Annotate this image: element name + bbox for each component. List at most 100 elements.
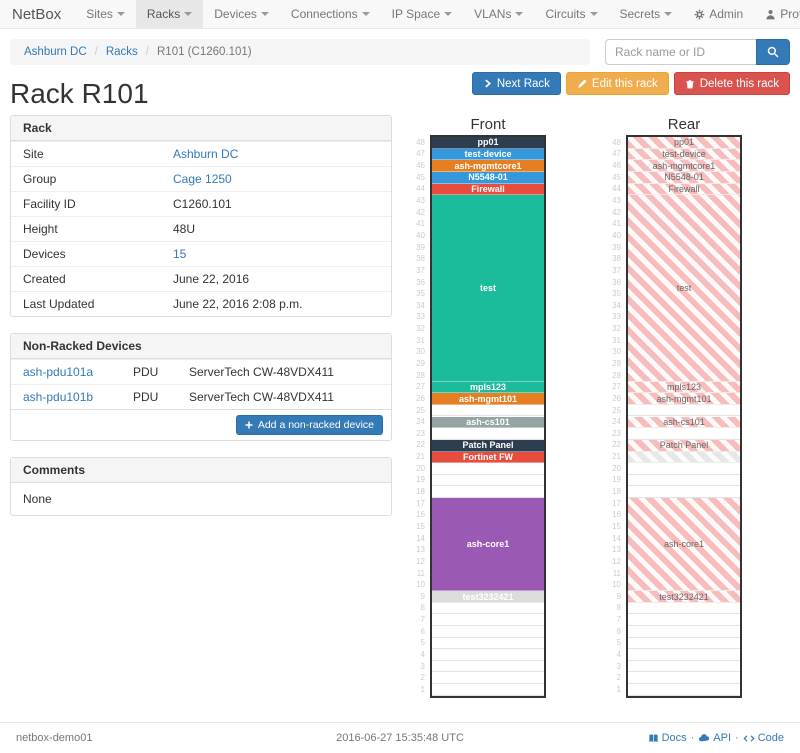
unit-number: 4 xyxy=(420,650,425,659)
non-racked-row: ash-pdu101a PDU ServerTech CW-48VDX411 xyxy=(11,359,391,384)
unit-number: 14 xyxy=(416,533,425,543)
action-buttons: Next Rack Edit this rack Delete this rac… xyxy=(471,72,790,95)
nav-sites[interactable]: Sites xyxy=(75,0,136,28)
unit-number: 38 xyxy=(416,254,425,264)
rack-front-device-firewall[interactable]: Firewall xyxy=(432,183,544,196)
rack-front-device-ash-mgmtcore1[interactable]: ash-mgmtcore1 xyxy=(432,160,544,172)
unit-number: 31 xyxy=(416,335,425,345)
unit-number: 48 xyxy=(612,137,621,147)
rack-front-device-test-device[interactable]: test-device xyxy=(432,148,544,161)
breadcrumb-site[interactable]: Ashburn DC xyxy=(24,46,87,58)
unit-number: 17 xyxy=(416,498,425,508)
next-rack-button[interactable]: Next Rack xyxy=(471,72,561,95)
rack-rear-device-ash-mgmtcore1[interactable]: ash-mgmtcore1 xyxy=(628,160,740,172)
rack-front-device-pp01[interactable]: pp01 xyxy=(432,137,544,149)
empty-rack-unit xyxy=(432,672,544,685)
code-icon xyxy=(743,733,755,744)
unit-number: 36 xyxy=(416,277,425,287)
nav-devices[interactable]: Devices xyxy=(203,0,280,28)
unit-number: 28 xyxy=(612,370,621,380)
rack-front-device-mpls123[interactable]: mpls123 xyxy=(432,381,544,394)
rack-front-device-patch-panel[interactable]: Patch Panel xyxy=(432,439,544,452)
unit-number: 4 xyxy=(616,650,621,659)
rack-rear-device-patch-panel[interactable]: Patch Panel xyxy=(628,439,740,452)
front-unit-numbers: 48 47 46 45 44 43 42 41 40 39 38 37 36 35 34 33 32 31 30 29… xyxy=(406,135,430,698)
api-link[interactable]: API xyxy=(698,732,731,744)
rack-front-device-n5548-01[interactable]: N5548-01 xyxy=(432,171,544,184)
unit-number: 45 xyxy=(612,172,621,182)
rack-rear-device-ash-core1[interactable]: ash-core1 xyxy=(628,498,740,592)
unit-number: 45 xyxy=(416,172,425,182)
navbar: NetBox Sites Racks Devices Connections I… xyxy=(0,0,800,29)
chevron-down-icon xyxy=(664,12,673,16)
pencil-icon xyxy=(577,79,587,89)
front-elevation-title: Front xyxy=(470,116,506,133)
empty-rack-unit xyxy=(628,684,740,696)
rack-search xyxy=(605,39,790,65)
docs-link[interactable]: Docs xyxy=(648,732,687,744)
unit-number: 33 xyxy=(612,312,621,322)
group-link[interactable]: Cage 1250 xyxy=(173,172,232,186)
rack-front-device-test3232421[interactable]: test3232421 xyxy=(432,591,544,603)
unit-number: 7 xyxy=(616,615,621,625)
rack-rear-device-test3232421[interactable]: test3232421 xyxy=(628,591,740,603)
rack-rear-device-test-device[interactable]: test-device xyxy=(628,148,740,161)
search-input[interactable] xyxy=(605,39,756,65)
unit-number: 11 xyxy=(612,568,621,578)
unit-number: 37 xyxy=(612,265,621,275)
unit-number: 47 xyxy=(612,149,621,159)
nav-secrets[interactable]: Secrets xyxy=(609,0,684,28)
rack-front-device-ash-mgmt101[interactable]: ash-mgmt101 xyxy=(432,393,544,405)
unit-number: 1 xyxy=(616,684,621,694)
rack-front-device-ash-core1[interactable]: ash-core1 xyxy=(432,498,544,592)
rack-rear-device-fortinet-fw[interactable] xyxy=(628,451,740,464)
plus-icon xyxy=(245,421,253,429)
devices-count-link[interactable]: 15 xyxy=(173,247,187,261)
nav-ip-space[interactable]: IP Space xyxy=(381,0,463,28)
unit-number: 25 xyxy=(612,405,621,415)
unit-number: 23 xyxy=(416,428,425,438)
add-non-racked-device-button[interactable]: Add a non-racked device xyxy=(235,415,383,435)
rack-rear-device-n5548-01[interactable]: N5548-01 xyxy=(628,171,740,184)
device-link[interactable]: ash-pdu101b xyxy=(23,390,94,404)
admin-link[interactable]: Admin xyxy=(683,0,754,28)
empty-rack-unit xyxy=(628,661,740,673)
rack-rear-device-ash-cs101[interactable]: ash-cs101 xyxy=(628,416,740,429)
nav-connections[interactable]: Connections xyxy=(280,0,381,28)
netbox-logo[interactable]: NetBox xyxy=(12,5,62,23)
code-link[interactable]: Code xyxy=(743,732,784,744)
rack-rear-device-firewall[interactable]: Firewall xyxy=(628,183,740,196)
breadcrumb-racks[interactable]: Racks xyxy=(87,46,138,58)
empty-rack-unit xyxy=(432,405,544,417)
comments-heading: Comments xyxy=(11,458,391,483)
unit-number: 8 xyxy=(420,603,425,613)
unit-number: 48 xyxy=(416,137,425,147)
site-link[interactable]: Ashburn DC xyxy=(173,147,239,161)
unit-number: 36 xyxy=(612,277,621,287)
rack-attr-created: Created June 22, 2016 xyxy=(11,266,391,291)
delete-rack-button[interactable]: Delete this rack xyxy=(673,72,790,95)
unit-number: 32 xyxy=(416,324,425,334)
rack-rear-device-mpls123[interactable]: mpls123 xyxy=(628,381,740,394)
nav-circuits[interactable]: Circuits xyxy=(534,0,608,28)
rack-front-device-test[interactable]: test xyxy=(432,195,544,382)
search-button[interactable] xyxy=(756,39,790,65)
nav-vlans[interactable]: VLANs xyxy=(463,0,534,28)
rack-front-device-fortinet-fw[interactable]: Fortinet FW xyxy=(432,451,544,464)
unit-number: 46 xyxy=(416,161,425,171)
unit-number: 7 xyxy=(420,615,425,625)
chevron-down-icon xyxy=(116,12,125,16)
profile-link[interactable]: Profile xyxy=(754,0,800,28)
rack-rear-device-pp01[interactable]: pp01 xyxy=(628,137,740,149)
rear-elevation-title: Rear xyxy=(667,116,701,133)
rack-rear-device-ash-mgmt101[interactable]: ash-mgmt101 xyxy=(628,393,740,405)
rack-rear-device-test[interactable]: test xyxy=(628,195,740,382)
unit-number: 40 xyxy=(416,230,425,240)
device-link[interactable]: ash-pdu101a xyxy=(23,365,94,379)
rack-front-device-ash-cs101[interactable]: ash-cs101 xyxy=(432,416,544,429)
unit-number: 27 xyxy=(612,382,621,392)
rear-rack-box: pp01 test-device ash-mgmtcore1 N5548-01 Fire… xyxy=(626,135,742,699)
nav-racks[interactable]: Racks xyxy=(135,0,204,28)
edit-rack-button[interactable]: Edit this rack xyxy=(565,72,669,95)
